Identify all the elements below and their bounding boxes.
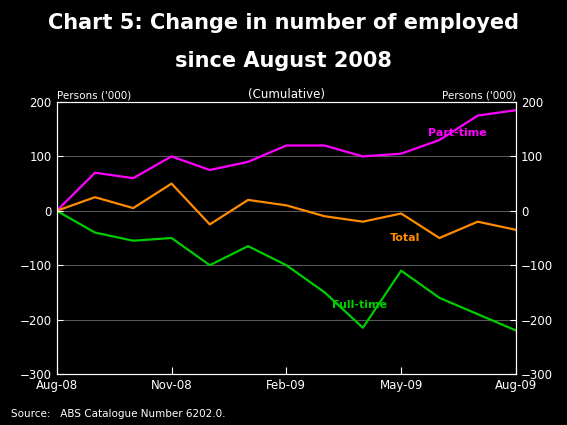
- Text: Persons ('000): Persons ('000): [442, 91, 516, 101]
- Text: Persons ('000): Persons ('000): [57, 91, 131, 101]
- Text: (Cumulative): (Cumulative): [248, 88, 325, 101]
- Text: Chart 5: Change in number of employed: Chart 5: Change in number of employed: [48, 13, 519, 33]
- Text: Full-time: Full-time: [332, 300, 387, 310]
- Text: since August 2008: since August 2008: [175, 51, 392, 71]
- Text: Total: Total: [390, 233, 420, 243]
- Text: Source:   ABS Catalogue Number 6202.0.: Source: ABS Catalogue Number 6202.0.: [11, 408, 226, 419]
- Text: Part-time: Part-time: [428, 128, 486, 138]
